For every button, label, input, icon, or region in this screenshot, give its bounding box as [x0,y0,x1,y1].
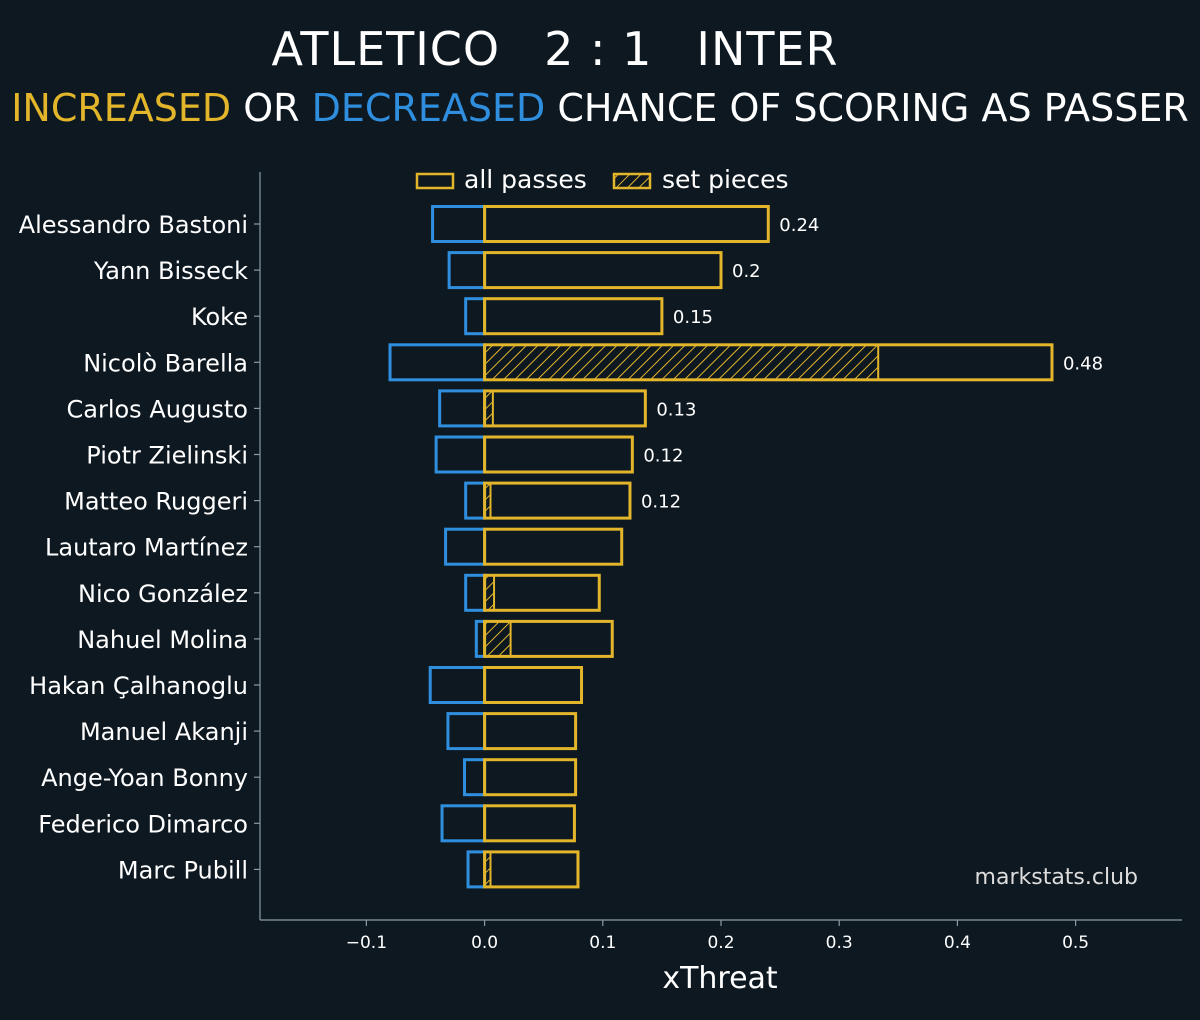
negative-bar [446,712,487,751]
positive-bar [483,573,601,612]
player-row: Federico Dimarco [38,804,576,843]
positive-bar [483,435,634,474]
negative-bar [440,804,487,843]
positive-bar [483,712,578,751]
negative-bar [434,435,487,474]
negative-bar [462,758,487,797]
x-tick-label: 0.3 [826,933,853,953]
value-label: 0.12 [643,446,683,467]
legend-label-set-pieces: set pieces [662,165,789,194]
value-label: 0.12 [641,492,681,513]
negative-bar [464,297,487,336]
positive-bar [483,481,632,520]
x-tick-label: 0.1 [589,933,616,953]
player-name-label: Nicolò Barella [83,349,248,377]
negative-bar [447,251,487,290]
negative-bar [388,343,487,382]
player-row: Matteo Ruggeri 0.12 [64,481,681,520]
positive-bar [483,343,1054,382]
negative-bar [438,389,487,428]
chart-axes: −0.1 0.0 0.1 0.2 0.3 0.4 0.5 [259,172,1182,953]
player-row: Lautaro Martínez [45,527,624,566]
x-tick-label: 0.2 [707,933,734,953]
value-label: 0.15 [673,307,713,328]
x-axis-label: xThreat [662,961,778,996]
player-name-label: Nahuel Molina [77,626,248,654]
negative-bar [464,481,487,520]
player-row: Nahuel Molina [77,619,614,658]
player-name-label: Nico González [78,580,248,608]
x-tick-label: −0.1 [346,933,387,953]
positive-bar [483,389,647,428]
value-label: 0.13 [656,399,696,420]
player-row: Carlos Augusto 0.13 [67,389,696,428]
player-row: Alessandro Bastoni 0.24 [19,205,819,243]
negative-bar [431,205,487,243]
value-label: 0.24 [779,215,819,236]
match-score: 2 : 1 [544,22,653,76]
chart-subtitle: INCREASED OR DECREASED CHANCE OF SCORING… [0,86,1200,130]
player-row: Nicolò Barella 0.48 [83,343,1103,382]
player-row: Marc Pubill [118,850,580,889]
positive-bar [483,804,576,843]
player-row: Nico González [78,573,601,612]
positive-bar [483,619,614,658]
positive-bar [483,527,624,566]
player-name-label: Matteo Ruggeri [64,488,248,516]
player-name-label: Piotr Zielinski [86,442,248,470]
legend-swatch-all-passes [415,172,455,190]
player-row: Manuel Akanji [80,712,578,751]
positive-bar [483,251,723,290]
negative-bar [428,666,487,704]
x-tick-label: 0.5 [1062,933,1089,953]
legend-swatch-set-pieces [612,172,652,190]
player-name-label: Federico Dimarco [38,810,248,838]
player-row: Ange-Yoan Bonny [41,758,578,797]
subtitle-increased: INCREASED [11,86,232,130]
player-name-label: Alessandro Bastoni [19,211,248,239]
subtitle-decreased: DECREASED [311,86,546,130]
player-name-label: Yann Bisseck [93,257,248,285]
negative-bar [466,850,487,889]
player-name-label: Manuel Akanji [80,718,248,746]
player-name-label: Koke [191,303,248,331]
negative-bar [444,527,487,566]
negative-bar [464,573,487,612]
value-label: 0.48 [1063,353,1103,374]
positive-bar [483,205,770,243]
positive-bar [483,850,580,889]
watermark-text: markstats.club [975,865,1138,890]
player-name-label: Hakan Çalhanoglu [29,672,248,700]
x-tick-label: 0.4 [944,933,971,953]
player-row: Hakan Çalhanoglu [29,666,584,704]
bar-group: Alessandro Bastoni 0.24 Yann Bisseck 0.2 Kok… [19,205,1103,889]
subtitle-or: OR [231,86,312,130]
player-name-label: Carlos Augusto [67,395,249,423]
away-team: INTER [696,22,839,76]
set-pieces-bar [483,620,512,658]
player-name-label: Lautaro Martínez [45,534,248,562]
player-name-label: Marc Pubill [118,856,248,884]
positive-bar [483,666,584,704]
player-row: Piotr Zielinski 0.12 [86,435,683,474]
x-tick-label: 0.0 [471,933,498,953]
home-team: ATLETICO [271,22,501,76]
subtitle-rest: CHANCE OF SCORING AS PASSER [545,86,1189,130]
player-name-label: Ange-Yoan Bonny [41,764,248,792]
value-label: 0.2 [732,261,761,282]
legend-label-all-passes: all passes [464,165,587,194]
player-row: Yann Bisseck 0.2 [93,251,761,290]
player-row: Koke 0.15 [191,297,713,336]
positive-bar [483,297,664,336]
set-pieces-bar [483,343,880,381]
positive-bar [483,758,578,797]
match-title: ATLETICO 2 : 1 INTER [0,22,1110,76]
chart-legend: all passes set pieces [415,165,789,194]
